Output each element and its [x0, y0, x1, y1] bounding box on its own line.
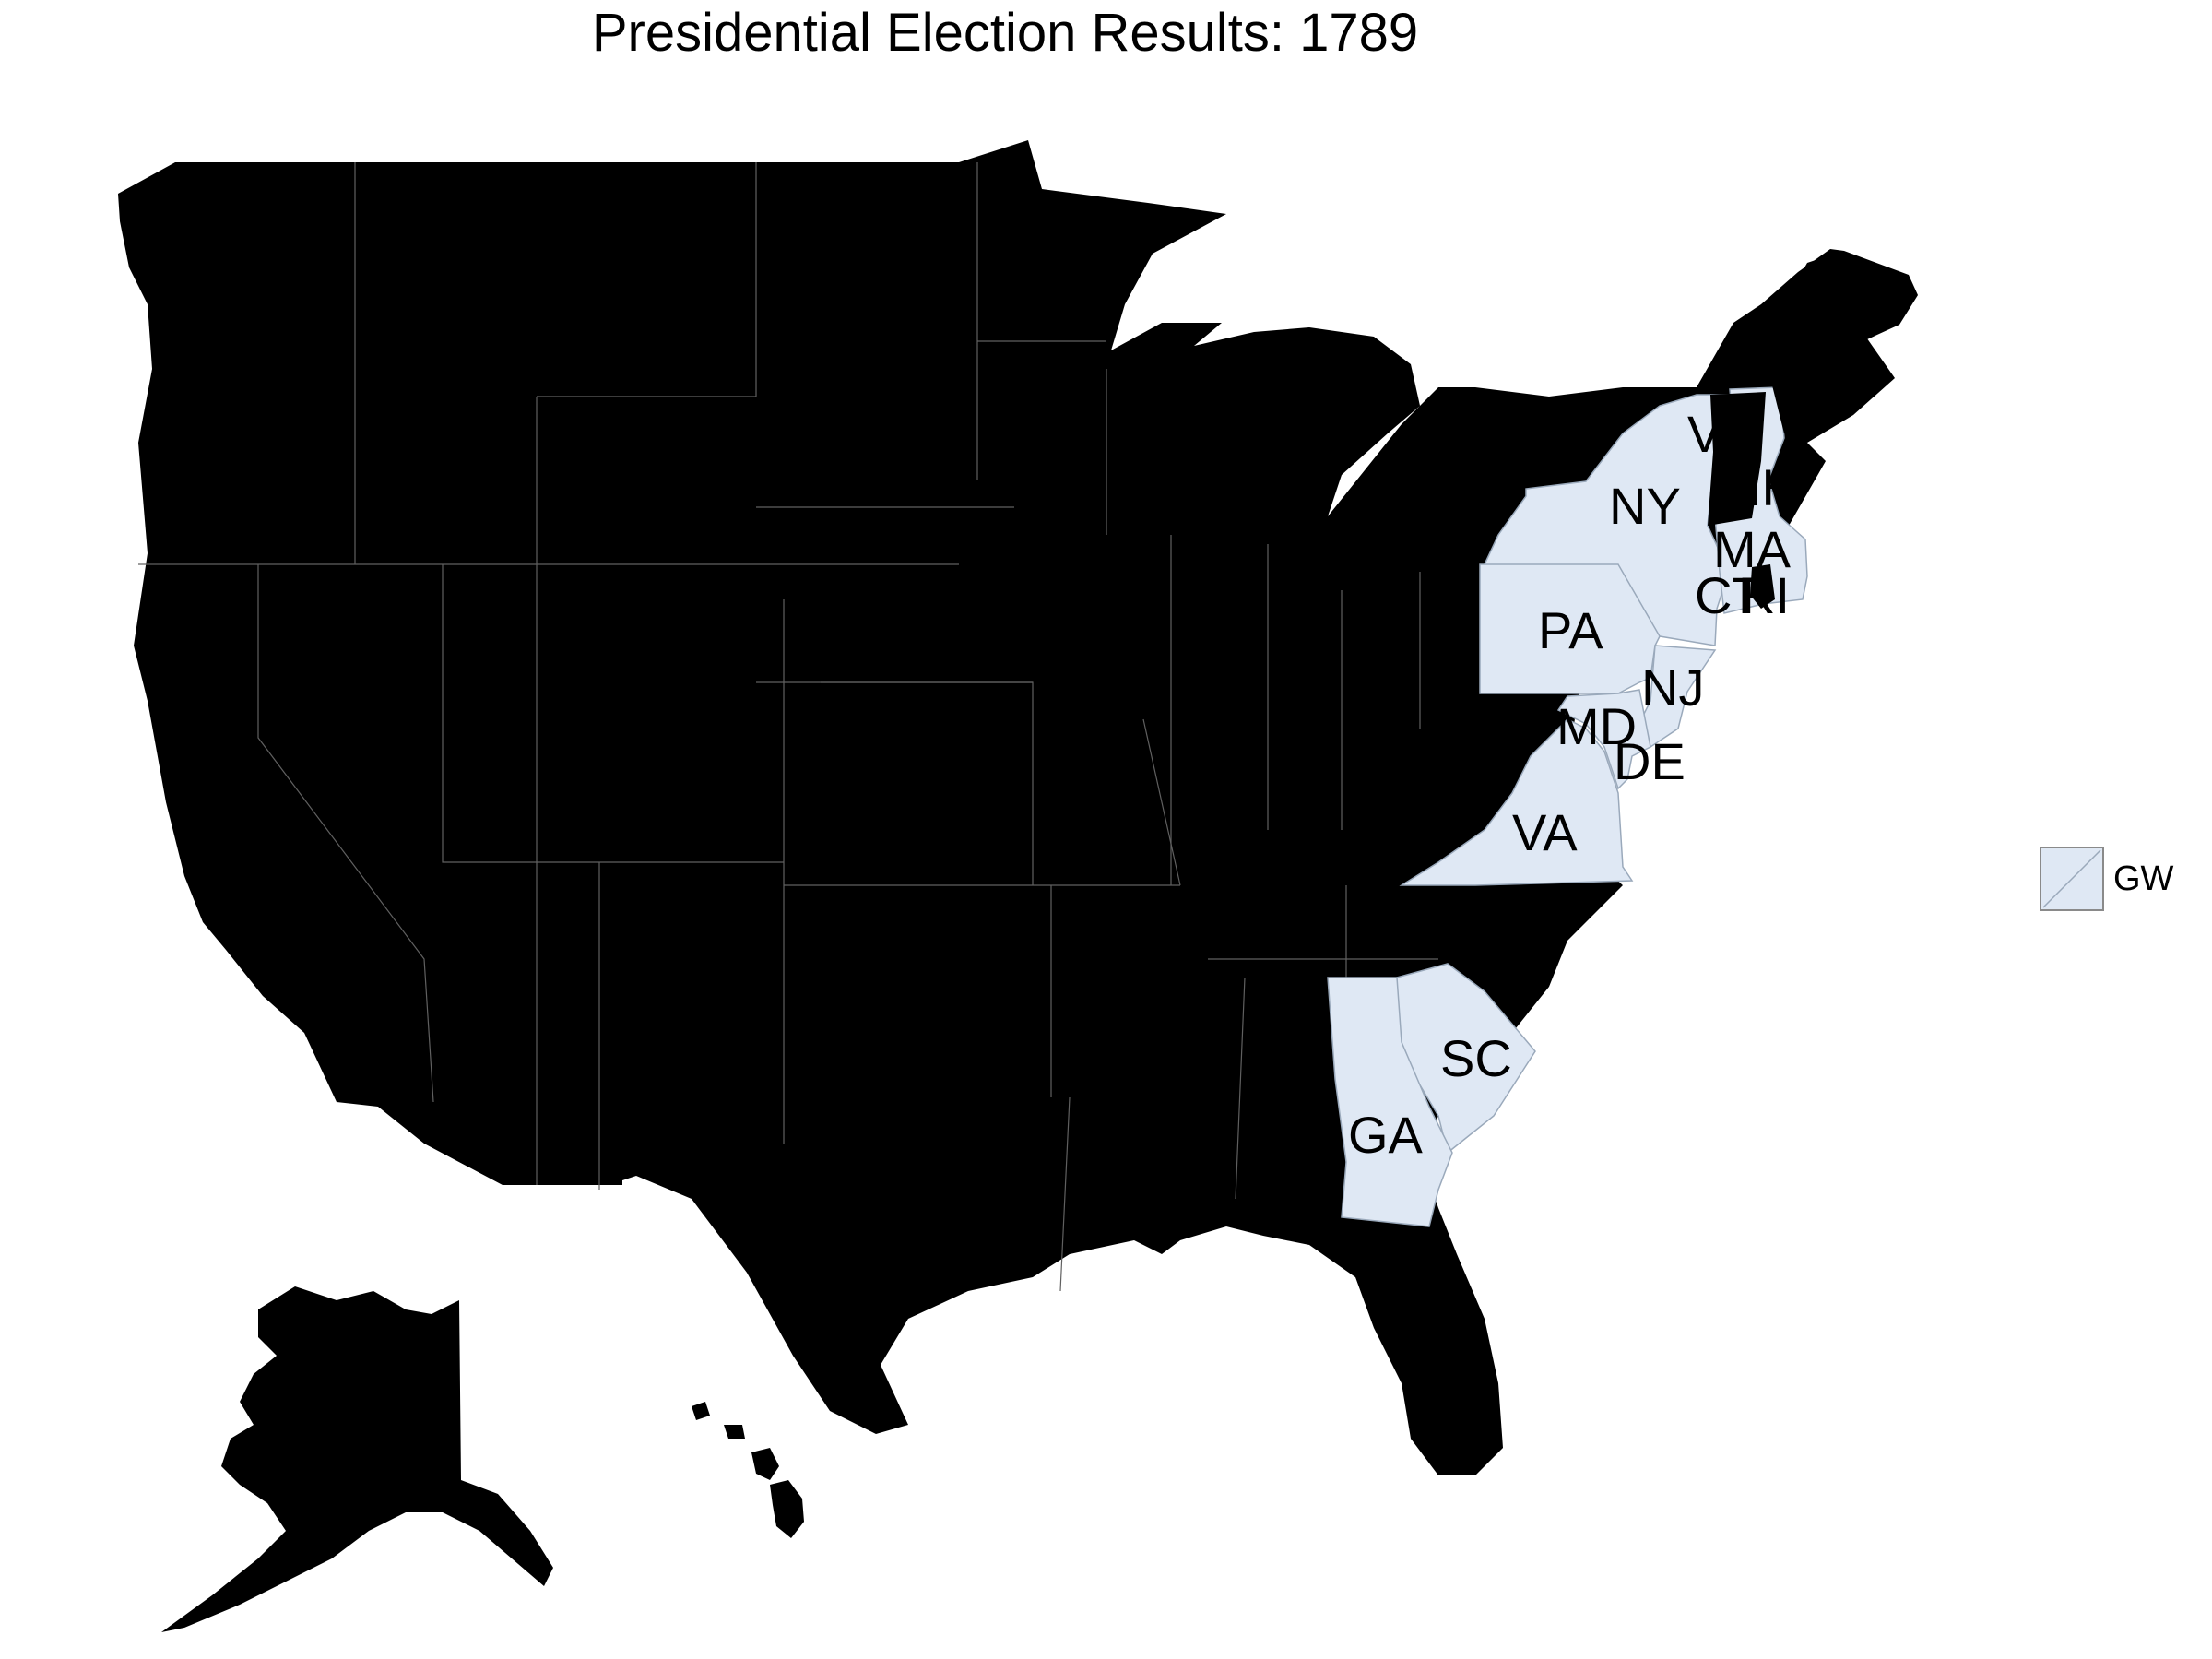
- state-ri: [1750, 564, 1775, 609]
- legend: GW: [2040, 847, 2173, 911]
- label-ma: MA: [1713, 520, 1792, 578]
- map-title: Presidential Election Results: 1789: [591, 3, 1419, 63]
- state-me: [1770, 254, 1895, 443]
- hawaii-shape: [692, 1402, 804, 1538]
- label-nh: NH: [1724, 458, 1799, 516]
- label-sc: SC: [1440, 1029, 1512, 1087]
- state-pa: [1479, 563, 1661, 694]
- label-md: MD: [1556, 697, 1637, 755]
- label-pa: PA: [1538, 601, 1603, 659]
- contiguous-us-shape: [118, 140, 1918, 1475]
- legend-swatch-gw: [2040, 847, 2104, 911]
- state-vt: [1708, 392, 1766, 526]
- label-de: DE: [1614, 732, 1686, 790]
- state-va: [1399, 718, 1634, 886]
- label-nj: NJ: [1641, 658, 1704, 717]
- state-md-de: [1556, 689, 1651, 790]
- label-ri: RI: [1738, 566, 1790, 624]
- label-ga: GA: [1348, 1106, 1424, 1164]
- label-vt: VT: [1687, 405, 1754, 463]
- state-labels: NY VT NH MA CT RI PA NJ MD DE VA SC GA: [1348, 405, 1799, 1164]
- legend-label-gw: GW: [2113, 859, 2174, 898]
- label-ct: CT: [1695, 566, 1764, 624]
- state-borders: [138, 162, 1438, 1292]
- state-nj: [1640, 645, 1717, 749]
- label-ny: NY: [1609, 477, 1681, 535]
- label-va: VA: [1512, 803, 1578, 861]
- gw-states: [1327, 386, 1808, 1227]
- state-ga: [1327, 977, 1453, 1227]
- alaska-shape: [161, 1286, 553, 1632]
